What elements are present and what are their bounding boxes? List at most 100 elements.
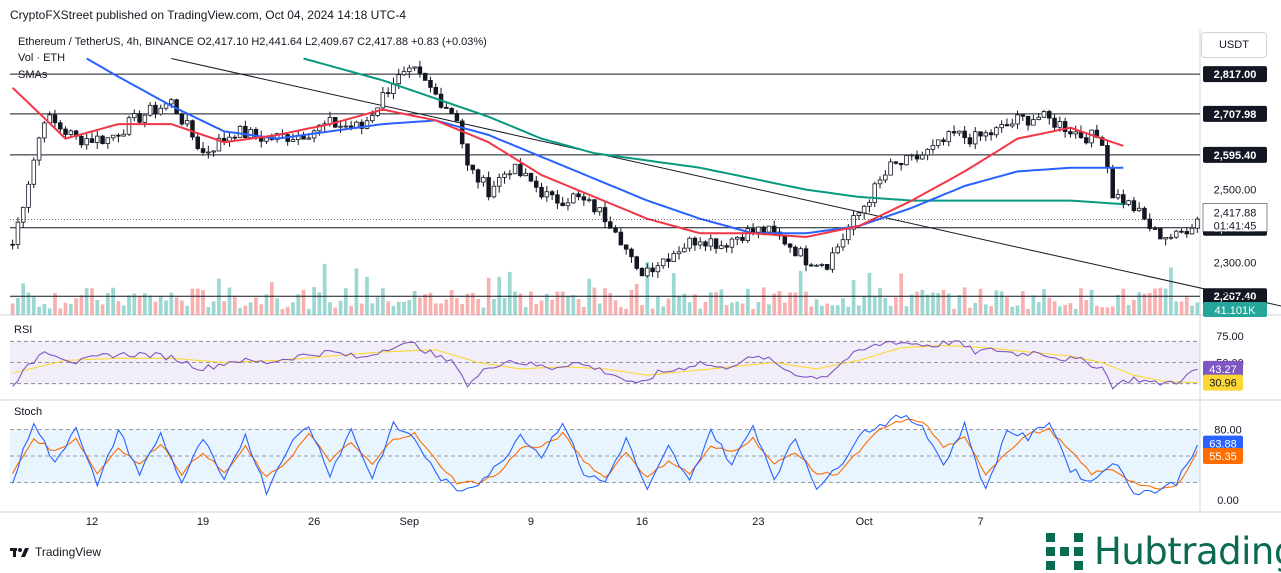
candle-body	[957, 130, 962, 134]
volume-bar	[708, 292, 713, 315]
candle	[126, 115, 132, 137]
volume-bar	[322, 263, 327, 315]
candle-body	[655, 265, 661, 273]
volume-bar	[174, 297, 179, 315]
volume-bar	[581, 307, 586, 315]
ohlc-values: O2,417.10 H2,441.64 L2,409.67 C2,417.88 …	[196, 36, 487, 48]
candle	[999, 120, 1004, 133]
candle-body	[132, 113, 137, 119]
candle-body	[116, 134, 121, 137]
candle	[729, 237, 735, 254]
candle-body	[89, 138, 95, 143]
candle	[798, 246, 803, 257]
candle-body	[750, 228, 756, 233]
candle	[200, 142, 206, 156]
candle-body	[1089, 129, 1094, 144]
candle-body	[734, 236, 740, 240]
level-price-tag: 2,595.40	[1203, 146, 1267, 163]
candle-body	[1041, 111, 1047, 118]
candle-body	[158, 107, 163, 115]
volume-bar	[153, 301, 158, 315]
candle-body	[592, 199, 597, 213]
candle	[57, 120, 63, 135]
volume-bar	[677, 296, 681, 315]
tradingview-brand[interactable]: TradingView	[10, 545, 101, 559]
candle-body	[697, 241, 703, 246]
candle	[1121, 189, 1126, 209]
candle-body	[84, 138, 89, 146]
volume-bar	[1153, 288, 1157, 315]
candle-body	[629, 248, 634, 258]
candle-body	[1062, 121, 1068, 133]
volume-bar	[1079, 288, 1083, 315]
candle	[79, 133, 84, 148]
candle	[158, 104, 163, 116]
candle-body	[243, 125, 248, 138]
volume-bar	[899, 273, 904, 315]
candle-body	[449, 108, 454, 114]
volume-bar	[1174, 301, 1179, 315]
candle-body	[771, 225, 777, 233]
candle-body	[1158, 228, 1163, 240]
volume-bar	[730, 302, 734, 315]
candle	[719, 240, 724, 250]
volume-bar	[656, 296, 660, 315]
volume-bar	[904, 306, 909, 315]
volume-bar	[888, 305, 893, 315]
symbol-title[interactable]: Ethereum / TetherUS, 4h, BINANCE	[18, 36, 194, 48]
volume-bar	[983, 304, 988, 315]
candle-body	[1131, 200, 1137, 212]
candle-body	[888, 161, 893, 176]
candle-body	[380, 92, 386, 109]
candle-body	[676, 251, 682, 255]
candle	[835, 243, 840, 255]
candle-body	[1025, 115, 1031, 126]
candle-body	[803, 248, 809, 266]
volume-bar	[925, 294, 930, 315]
candle	[1184, 227, 1190, 238]
candle	[861, 204, 867, 220]
volume-bar	[592, 287, 597, 315]
candle	[1009, 118, 1015, 129]
horizontal-levels: 2,817.002,707.982,595.402,395.162,207.40	[10, 66, 1267, 305]
candle	[935, 139, 941, 149]
volume-bar	[761, 287, 766, 315]
candle-body	[15, 221, 21, 245]
candle-body	[417, 66, 423, 74]
time-axis-tick: 19	[197, 516, 209, 528]
candle	[465, 143, 470, 171]
volume-bar	[42, 304, 47, 315]
candle-body	[533, 180, 539, 188]
volume-bar	[58, 308, 63, 315]
candle-body	[666, 258, 671, 262]
volume-bar	[1031, 295, 1036, 315]
candle	[63, 126, 68, 139]
stoch-legend[interactable]: Stoch	[14, 406, 43, 418]
volume-legend[interactable]: Vol · ETH	[18, 52, 66, 64]
smas-legend[interactable]: SMAs	[18, 69, 48, 81]
rsi-value-tag-bg	[1203, 360, 1243, 377]
candle	[343, 120, 349, 129]
currency-button[interactable]: USDT	[1201, 32, 1267, 58]
volume-bar	[53, 292, 57, 315]
candle	[1084, 133, 1089, 145]
candle-body	[184, 120, 190, 125]
candle	[549, 190, 555, 201]
candle-body	[26, 183, 31, 208]
volume-bar	[185, 305, 190, 315]
volume-bar	[1116, 294, 1120, 315]
candle	[147, 102, 153, 117]
volume-bar	[846, 306, 851, 315]
candle-body	[809, 264, 814, 267]
volume-bar	[973, 302, 978, 315]
level-tag-label: 2,817.00	[1214, 69, 1257, 81]
candle	[1073, 125, 1078, 139]
candle	[20, 206, 26, 228]
volume-bar	[1005, 297, 1009, 315]
volume-bar	[455, 298, 459, 315]
rsi-legend[interactable]: RSI	[14, 324, 33, 336]
volume-bar	[550, 299, 554, 315]
volume-bar	[740, 303, 745, 315]
candle-body	[861, 205, 867, 214]
candle-body	[100, 135, 105, 145]
